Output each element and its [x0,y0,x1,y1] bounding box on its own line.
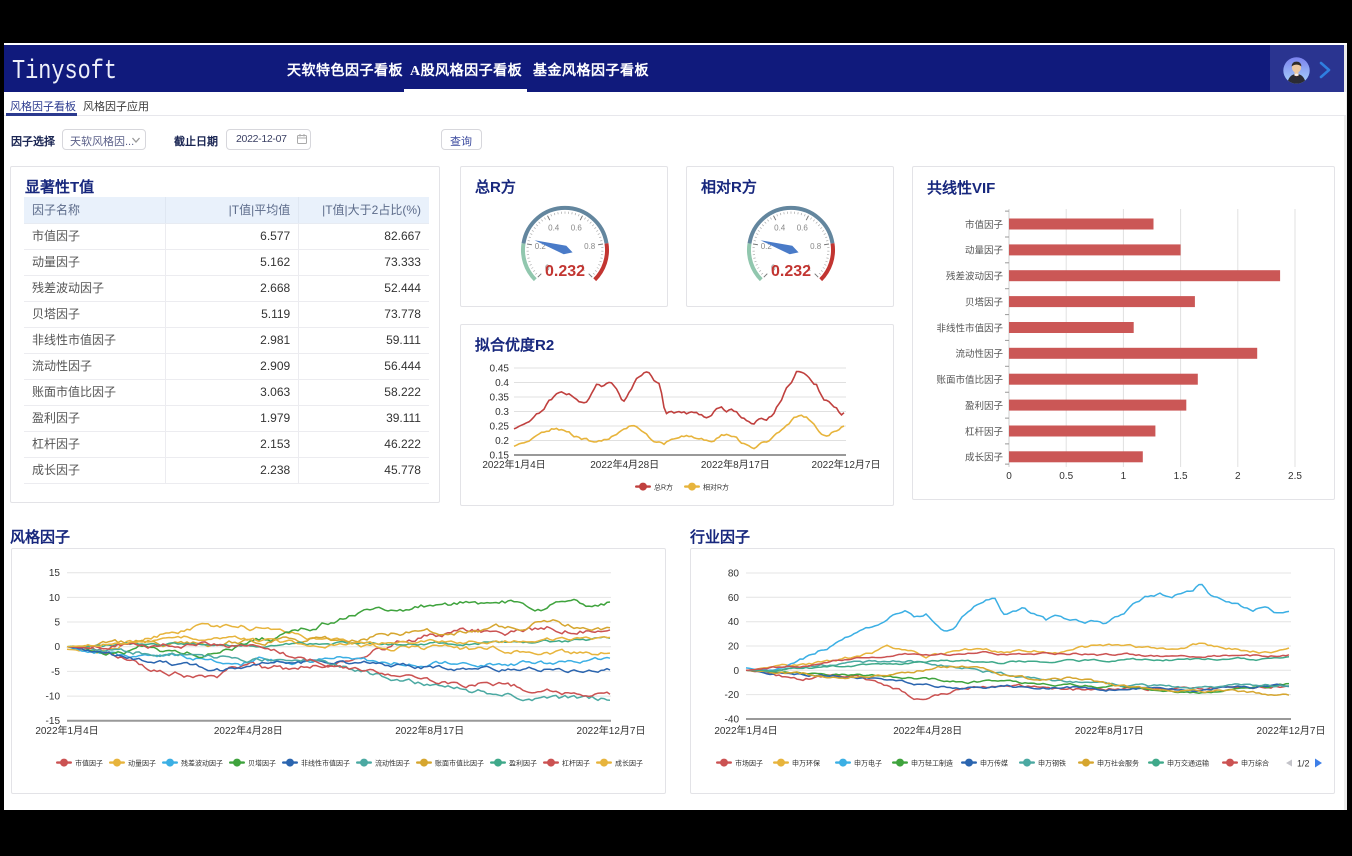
svg-text:杠杆因子: 杠杆因子 [562,759,590,768]
svg-text:0.2: 0.2 [761,242,773,251]
svg-text:市值因子: 市值因子 [965,219,1004,231]
svg-text:-15: -15 [46,716,61,727]
svg-text:申万交通运输: 申万交通运输 [1167,759,1209,768]
svg-text:贝塔因子: 贝塔因子 [248,759,276,768]
svg-text:2022年1月4日: 2022年1月4日 [714,724,777,737]
svg-text:0.5: 0.5 [1059,471,1073,482]
svg-text:2.5: 2.5 [1288,471,1302,482]
svg-text:1: 1 [1121,471,1127,482]
svg-text:0.4: 0.4 [774,224,786,233]
svg-text:市值因子: 市值因子 [75,759,103,768]
svg-text:-10: -10 [46,692,61,703]
svg-text:账面市值比因子: 账面市值比因子 [936,374,1003,386]
svg-text:2022年8月17日: 2022年8月17日 [1075,724,1144,737]
svg-text:10: 10 [49,593,61,604]
svg-text:0.2: 0.2 [495,436,509,447]
svg-text:40: 40 [728,617,740,628]
svg-text:总R方: 总R方 [654,483,673,492]
svg-text:15: 15 [49,568,61,579]
svg-text:0: 0 [1006,471,1012,482]
svg-text:0.232: 0.232 [771,263,811,280]
svg-text:动量因子: 动量因子 [128,759,156,768]
svg-text:非线性市值因子: 非线性市值因子 [936,322,1003,334]
svg-text:申万综合: 申万综合 [1241,759,1269,768]
svg-text:残差波动因子: 残差波动因子 [946,271,1004,283]
svg-text:盈利因子: 盈利因子 [509,759,537,768]
svg-text:1/2: 1/2 [1297,759,1310,769]
svg-text:0.4: 0.4 [548,224,560,233]
svg-text:0.6: 0.6 [571,224,583,233]
svg-text:2022年12月7日: 2022年12月7日 [812,458,881,471]
svg-text:2022年1月4日: 2022年1月4日 [35,724,98,737]
svg-text:0.8: 0.8 [584,242,596,251]
svg-text:60: 60 [728,593,740,604]
svg-text:申万轻工制造: 申万轻工制造 [911,759,953,768]
svg-text:0: 0 [733,666,739,677]
svg-text:申万钢铁: 申万钢铁 [1038,759,1066,768]
svg-text:2022年4月28日: 2022年4月28日 [893,724,962,737]
svg-text:0: 0 [54,642,60,653]
svg-text:申万环保: 申万环保 [792,759,820,768]
svg-text:0.232: 0.232 [545,263,585,280]
svg-text:申万电子: 申万电子 [854,759,882,768]
svg-text:0.15: 0.15 [490,451,510,462]
svg-text:2022年8月17日: 2022年8月17日 [395,724,464,737]
svg-text:申万社会服务: 申万社会服务 [1097,759,1139,768]
svg-text:市场因子: 市场因子 [735,759,763,768]
svg-text:0: 0 [771,264,776,273]
svg-text:2022年4月28日: 2022年4月28日 [590,458,659,471]
svg-text:贝塔因子: 贝塔因子 [965,296,1004,308]
svg-text:2022年8月17日: 2022年8月17日 [701,458,770,471]
svg-text:动量因子: 动量因子 [965,246,1004,257]
svg-text:账面市值比因子: 账面市值比因子 [435,759,484,768]
svg-text:0.3: 0.3 [495,407,509,418]
svg-text:非线性市值因子: 非线性市值因子 [301,759,350,768]
svg-text:2022年1月4日: 2022年1月4日 [482,458,545,471]
svg-text:申万传媒: 申万传媒 [980,759,1008,768]
svg-text:0.2: 0.2 [535,242,547,251]
svg-text:0.35: 0.35 [490,393,510,404]
svg-text:0.8: 0.8 [810,242,822,251]
svg-text:0.4: 0.4 [495,378,509,389]
svg-text:1.5: 1.5 [1174,471,1188,482]
svg-text:流动性因子: 流动性因子 [375,759,410,768]
svg-text:2022年12月7日: 2022年12月7日 [577,724,646,737]
svg-text:盈利因子: 盈利因子 [965,400,1004,412]
svg-text:2022年4月28日: 2022年4月28日 [214,724,283,737]
svg-text:2022年12月7日: 2022年12月7日 [1257,724,1326,737]
svg-text:0.25: 0.25 [490,422,510,433]
svg-text:5: 5 [54,618,60,629]
svg-text:成长因子: 成长因子 [965,452,1004,464]
svg-text:20: 20 [728,642,740,653]
svg-text:1: 1 [806,264,811,273]
svg-text:2: 2 [1235,471,1241,482]
svg-text:残差波动因子: 残差波动因子 [181,759,223,768]
svg-text:0.45: 0.45 [490,364,510,375]
svg-text:0.6: 0.6 [797,224,809,233]
svg-text:相对R方: 相对R方 [703,483,729,492]
svg-text:1: 1 [580,264,585,273]
svg-text:杠杆因子: 杠杆因子 [965,426,1004,438]
svg-text:0: 0 [545,264,550,273]
svg-text:-5: -5 [51,667,60,678]
svg-text:流动性因子: 流动性因子 [955,348,1003,360]
svg-text:-40: -40 [725,715,740,726]
svg-text:成长因子: 成长因子 [615,759,643,768]
svg-text:-20: -20 [725,690,740,701]
svg-text:Tinysoft: Tinysoft [12,57,117,86]
svg-text:80: 80 [728,569,740,580]
